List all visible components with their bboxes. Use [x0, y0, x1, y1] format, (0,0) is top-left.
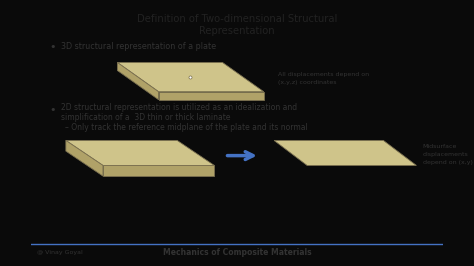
- Text: Mechanics of Composite Materials: Mechanics of Composite Materials: [163, 248, 311, 257]
- Text: Midsurface: Midsurface: [422, 144, 457, 149]
- Polygon shape: [159, 92, 264, 100]
- Text: Definition of Two-dimensional Structural: Definition of Two-dimensional Structural: [137, 14, 337, 24]
- Polygon shape: [118, 63, 159, 100]
- Text: 2D structural representation is utilized as an idealization and: 2D structural representation is utilized…: [61, 103, 297, 112]
- Polygon shape: [66, 140, 103, 176]
- Text: 3D structural representation of a plate: 3D structural representation of a plate: [61, 42, 216, 51]
- Polygon shape: [274, 140, 416, 165]
- Text: @ Vinay Goyal: @ Vinay Goyal: [37, 250, 83, 255]
- Text: (x,y,z) coordinates: (x,y,z) coordinates: [278, 80, 337, 85]
- Polygon shape: [118, 63, 264, 92]
- Text: displacements: displacements: [422, 152, 468, 157]
- Polygon shape: [103, 165, 214, 176]
- Text: •: •: [49, 105, 56, 115]
- Text: depend on (x,y): depend on (x,y): [422, 160, 473, 165]
- Text: simplification of a  3D thin or thick laminate: simplification of a 3D thin or thick lam…: [61, 113, 230, 122]
- Text: All displacements depend on: All displacements depend on: [278, 72, 369, 77]
- Text: – Only track the reference midplane of the plate and its normal: – Only track the reference midplane of t…: [64, 123, 307, 132]
- Text: Representation: Representation: [199, 26, 275, 36]
- Text: •: •: [49, 41, 56, 52]
- Polygon shape: [66, 140, 214, 165]
